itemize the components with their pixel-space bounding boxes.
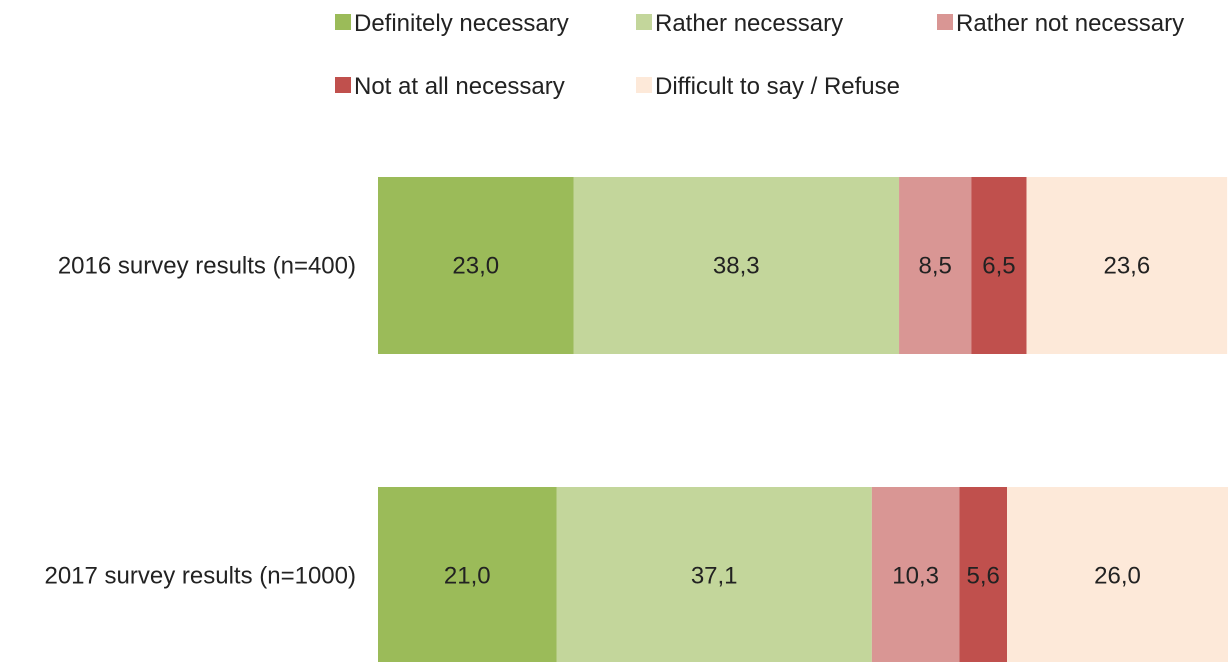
- data-label: 5,6: [967, 563, 1000, 590]
- legend-item-difficult-to-say-refuse: Difficult to say / Refuse: [636, 73, 900, 100]
- legend-label: Definitely necessary: [354, 10, 569, 37]
- legend-label: Rather necessary: [655, 10, 843, 37]
- legend-swatch: [335, 77, 351, 93]
- data-label: 21,0: [444, 563, 491, 590]
- legend-label: Not at all necessary: [354, 73, 565, 100]
- category-label: 2017 survey results (n=1000): [44, 563, 356, 590]
- legend-item-rather-necessary: Rather necessary: [636, 10, 843, 37]
- data-label: 38,3: [713, 253, 760, 280]
- legend: Definitely necessary Rather necessary Rath…: [335, 10, 1184, 100]
- legend-label: Rather not necessary: [956, 10, 1184, 37]
- legend-swatch: [335, 14, 351, 30]
- data-label: 10,3: [892, 563, 939, 590]
- legend-item-definitely-necessary: Definitely necessary: [335, 10, 569, 37]
- legend-item-not-at-all-necessary: Not at all necessary: [335, 73, 565, 100]
- bar-row: 21,0 37,1 10,3 5,6 26,0: [378, 487, 1228, 662]
- category-label: 2016 survey results (n=400): [58, 253, 356, 280]
- data-label: 26,0: [1094, 563, 1141, 590]
- legend-item-rather-not-necessary: Rather not necessary: [937, 10, 1184, 37]
- bar-row: 23,0 38,3 8,5 6,5 23,6: [378, 177, 1227, 354]
- legend-label: Difficult to say / Refuse: [655, 73, 900, 100]
- data-label: 23,0: [452, 253, 499, 280]
- data-label: 37,1: [691, 563, 738, 590]
- data-label: 6,5: [982, 253, 1015, 280]
- legend-swatch: [937, 14, 953, 30]
- legend-swatch: [636, 14, 652, 30]
- data-label: 8,5: [918, 253, 951, 280]
- legend-swatch: [636, 77, 652, 93]
- plot-area: 23,0 38,3 8,5 6,5 23,6 21,0 37,1 10,3 5,6 26,0: [378, 177, 1228, 662]
- category-axis: 2016 survey results (n=400) 2017 survey r…: [44, 253, 356, 590]
- data-label: 23,6: [1103, 253, 1150, 280]
